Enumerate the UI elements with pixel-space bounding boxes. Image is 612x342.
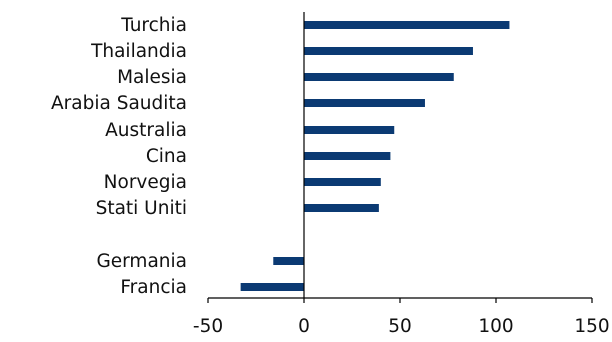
bar-cina	[304, 152, 391, 160]
bars-group	[240, 21, 510, 291]
bar-norvegia	[304, 178, 381, 186]
category-label: Francia	[120, 277, 187, 298]
x-tick-label: 100	[478, 316, 513, 337]
category-labels: Turchia Thailandia Malesia Arabia Saudita Au…	[51, 15, 187, 298]
bar-francia	[240, 283, 304, 291]
bar-thailandia	[304, 47, 473, 55]
x-tick-label: 50	[388, 316, 412, 337]
category-label: Norvegia	[104, 172, 187, 193]
category-label: Stati Uniti	[96, 198, 187, 219]
x-tick-label: -50	[193, 316, 223, 337]
x-axis-ticks: -50 0 50 100 150	[193, 298, 610, 337]
bar-stati-uniti	[304, 204, 379, 212]
category-label: Germania	[96, 251, 187, 272]
category-label: Cina	[146, 146, 187, 167]
x-tick-label: 150	[574, 316, 609, 337]
category-label: Thailandia	[90, 41, 187, 62]
bar-germania	[273, 257, 304, 265]
category-label: Turchia	[120, 15, 187, 36]
bar-arabia-saudita	[304, 99, 425, 107]
bar-malesia	[304, 73, 454, 81]
category-label: Arabia Saudita	[51, 93, 187, 114]
bar-turchia	[304, 21, 510, 29]
category-label: Australia	[105, 120, 187, 141]
x-tick-label: 0	[298, 316, 310, 337]
category-label: Malesia	[117, 67, 187, 88]
bar-australia	[304, 126, 395, 134]
